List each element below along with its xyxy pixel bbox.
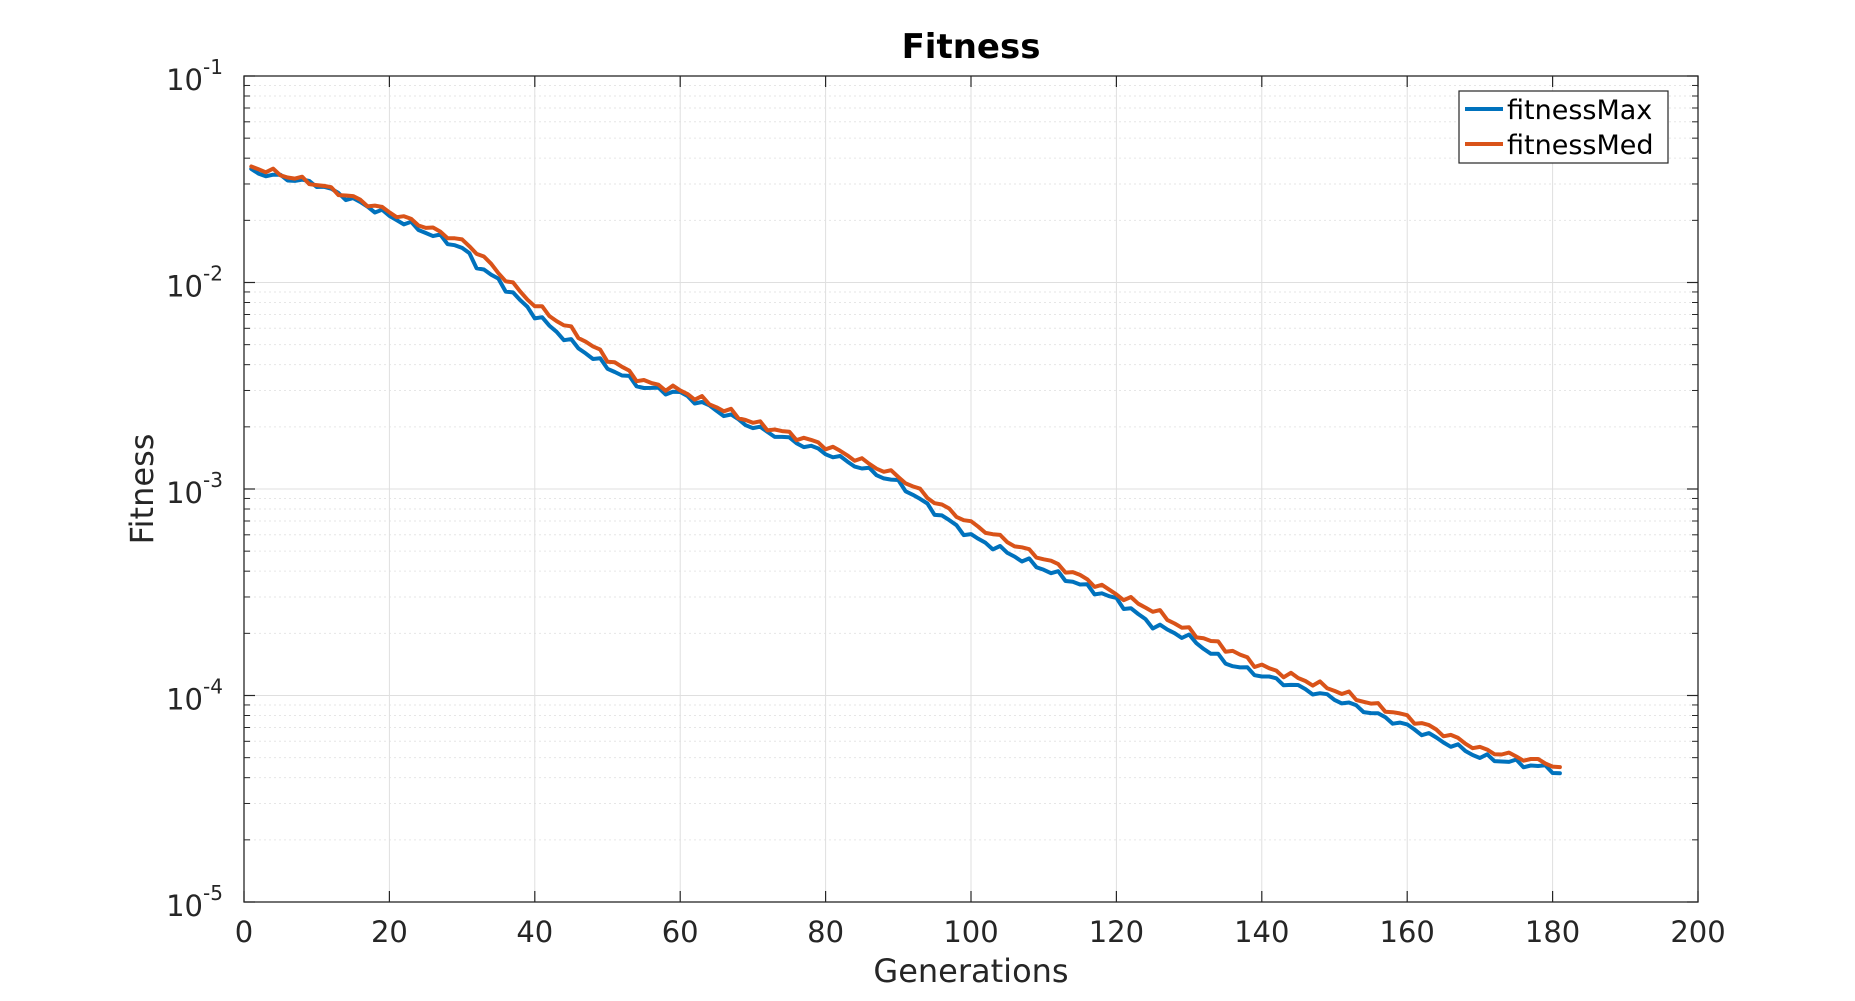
y-tick-label: 10 -2 xyxy=(166,262,223,304)
y-tick-exponent: -5 xyxy=(203,881,223,905)
x-tick-label: 200 xyxy=(1670,915,1725,949)
y-tick-exponent: -1 xyxy=(203,55,223,79)
legend-label-fitnessMax: fitnessMax xyxy=(1507,95,1652,126)
x-tick-label: 40 xyxy=(516,915,553,949)
x-tick-label: 60 xyxy=(662,915,699,949)
y-tick-base: 10 xyxy=(166,476,203,510)
y-tick-base: 10 xyxy=(166,683,203,717)
y-tick-base: 10 xyxy=(166,270,203,304)
x-tick-label: 180 xyxy=(1525,915,1580,949)
y-tick-exponent: -4 xyxy=(203,675,223,699)
x-tick-label: 140 xyxy=(1234,915,1289,949)
y-tick-exponent: -2 xyxy=(203,262,223,286)
axis-ticks xyxy=(243,75,1699,903)
y-tick-base: 10 xyxy=(166,63,203,97)
y-tick-label: 10 -3 xyxy=(166,468,223,510)
x-tick-label: 20 xyxy=(371,915,408,949)
y-tick-labels: 10-510-410-310-210-1 xyxy=(166,55,223,923)
x-tick-label: 100 xyxy=(943,915,998,949)
y-tick-label: 10 -5 xyxy=(166,881,223,923)
series-line-fitnessMed xyxy=(249,164,1562,770)
legend-box xyxy=(1458,90,1669,164)
y-axis-label: Fitness xyxy=(123,434,161,545)
y-tick-exponent: -3 xyxy=(203,468,223,492)
x-tick-label: 120 xyxy=(1089,915,1144,949)
x-axis-label: Generations xyxy=(873,952,1068,990)
x-tick-labels: 0 20 40 60 80 100 120 140 160 180 200 xyxy=(235,915,1726,949)
x-tick-label: 80 xyxy=(807,915,844,949)
series-line-fitnessMax xyxy=(249,166,1562,776)
x-tick-label: 0 xyxy=(235,915,253,949)
y-tick-label: 10 -1 xyxy=(166,55,223,97)
legend-label-fitnessMed: fitnessMed xyxy=(1507,130,1654,161)
chart-title: Fitness xyxy=(902,27,1041,67)
series-layer xyxy=(249,164,1562,776)
x-tick-label: 160 xyxy=(1380,915,1435,949)
legend: fitnessMax fitnessMed xyxy=(1458,90,1669,164)
y-tick-label: 10 -4 xyxy=(166,675,223,717)
y-tick-base: 10 xyxy=(166,889,203,923)
